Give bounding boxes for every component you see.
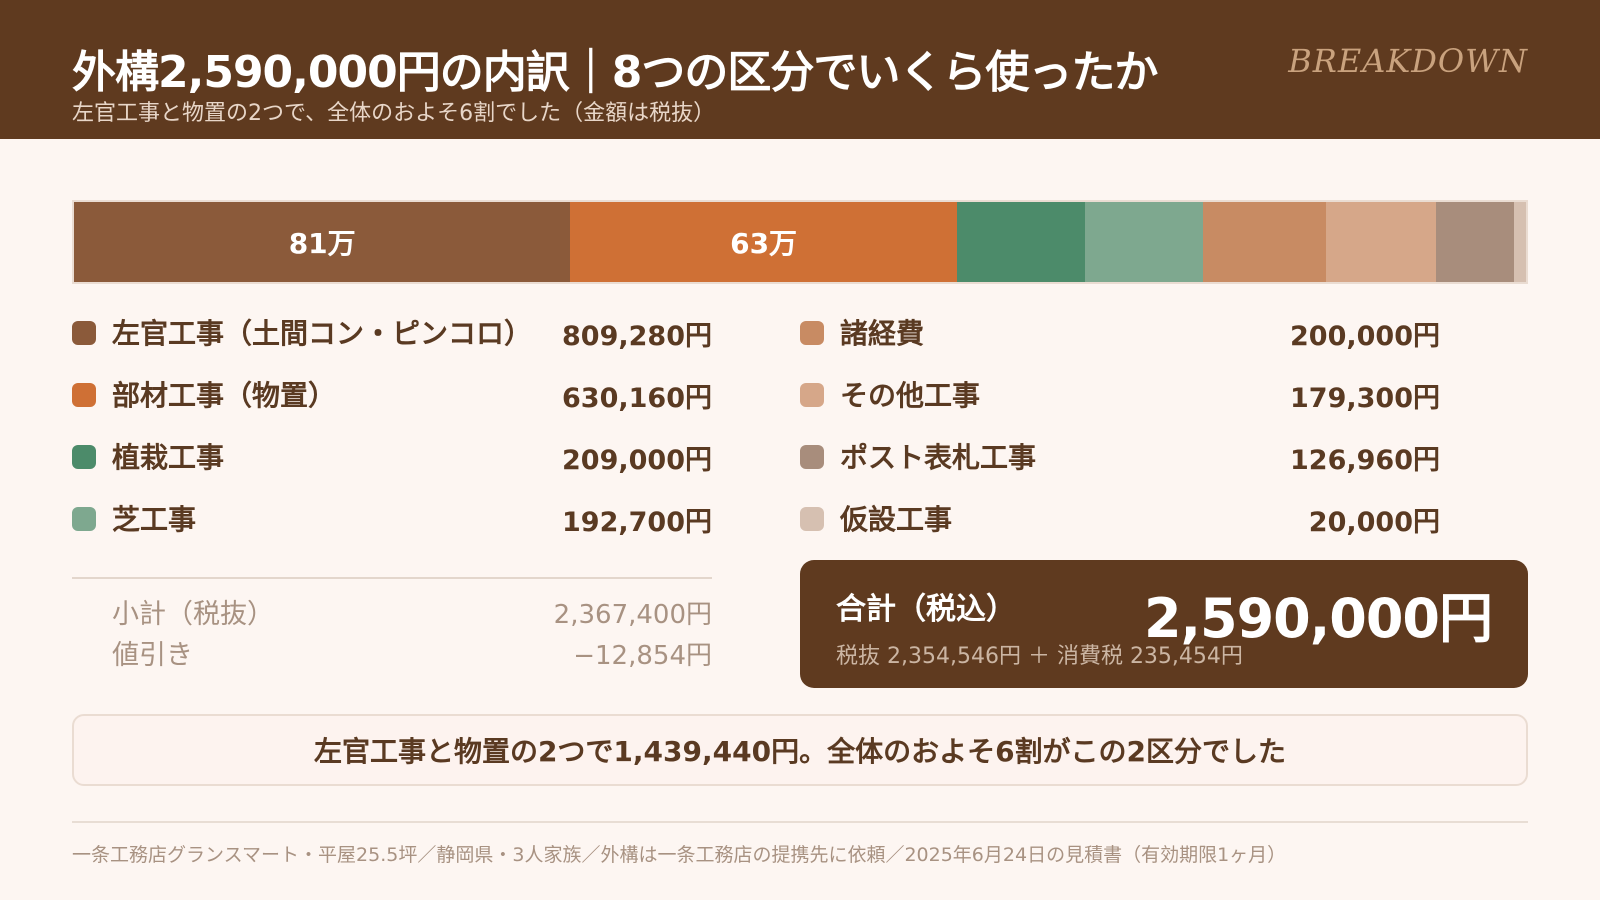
legend-row: 左官工事（土間コン・ピンコロ） 809,280円 (72, 312, 712, 374)
legend-label: 部材工事（物置） (112, 379, 337, 412)
bar-segment-5 (1203, 202, 1326, 282)
footer-divider (72, 821, 1528, 823)
page-subtitle: 左官工事と物置の2つで、全体のおよそ6割でした（金額は税抜） (72, 101, 716, 126)
footer-note: 一条工務店グランスマート・平屋25.5坪／静岡県・3人家族／外構は一条工務店の提… (72, 844, 1287, 866)
total-box: 合計（税込） 2,590,000円 税抜 2,354,546円 ＋ 消費税 23… (800, 560, 1528, 688)
legend-swatch (800, 507, 824, 531)
legend-label: 諸経費 (840, 317, 925, 350)
legend-value: 209,000円 (562, 445, 712, 476)
legend-swatch (72, 445, 96, 469)
bar-segment-4 (1085, 202, 1204, 282)
bar-segment-8 (1513, 202, 1526, 282)
legend-label: 仮設工事 (840, 503, 953, 536)
bar-segment-6 (1325, 202, 1436, 282)
legend-swatch (72, 321, 96, 345)
legend-left-column: 左官工事（土間コン・ピンコロ） 809,280円部材工事（物置） 630,160円植… (72, 312, 712, 560)
legend-swatch (800, 321, 824, 345)
bar-segment-label: 63万 (730, 227, 798, 260)
stacked-bar-chart: 81万 63万 (72, 200, 1528, 284)
bar-segment-3 (956, 202, 1085, 282)
callout-box: 左官工事と物置の2つで1,439,440円。全体のおよそ6割がこの2区分でした (72, 714, 1528, 786)
legend-label: 植栽工事 (112, 441, 225, 474)
bar-segment-label: 81万 (288, 227, 356, 260)
legend-value: 179,300円 (1290, 383, 1440, 414)
legend-row: 芝工事 192,700円 (72, 498, 712, 560)
bar-segment-2: 63万 (570, 202, 957, 282)
discount-label: 値引き (112, 640, 193, 671)
subtotal-label: 小計（税抜） (112, 599, 274, 630)
total-value: 2,590,000円 (1143, 587, 1493, 650)
total-detail: 税抜 2,354,546円 ＋ 消費税 235,454円 (836, 644, 1243, 669)
breakdown-tag: BREAKDOWN (1288, 42, 1528, 80)
header-banner: 外構2,590,000円の内訳｜8つの区分でいくら使ったか 左官工事と物置の2つ… (0, 0, 1600, 139)
discount-value: −12,854円 (573, 641, 712, 671)
legend-value: 809,280円 (562, 321, 712, 352)
legend-row: 植栽工事 209,000円 (72, 436, 712, 498)
legend-label: 左官工事（土間コン・ピンコロ） (112, 317, 533, 350)
legend-swatch (800, 445, 824, 469)
legend-value: 20,000円 (1308, 507, 1440, 538)
callout-text: 左官工事と物置の2つで1,439,440円。全体のおよそ6割がこの2区分でした (313, 735, 1287, 768)
legend-swatch (72, 383, 96, 407)
legend-value: 192,700円 (562, 507, 712, 538)
total-label: 合計（税込） (836, 592, 1016, 627)
legend-value: 126,960円 (1290, 445, 1440, 476)
discount-row: 値引き −12,854円 (72, 633, 712, 673)
subtotal-row: 小計（税抜） 2,367,400円 (72, 592, 712, 632)
legend-row: その他工事 179,300円 (800, 374, 1440, 436)
subtotal-value: 2,367,400円 (553, 600, 712, 630)
legend-row: 部材工事（物置） 630,160円 (72, 374, 712, 436)
legend-row: ポスト表札工事 126,960円 (800, 436, 1440, 498)
subtotal-divider (72, 577, 712, 579)
legend-value: 200,000円 (1290, 321, 1440, 352)
legend-value: 630,160円 (562, 383, 712, 414)
legend-row: 諸経費 200,000円 (800, 312, 1440, 374)
legend-label: 芝工事 (112, 503, 197, 536)
legend-swatch (800, 383, 824, 407)
legend-label: その他工事 (840, 379, 981, 412)
legend-row: 仮設工事 20,000円 (800, 498, 1440, 560)
legend-right-column: 諸経費 200,000円その他工事 179,300円ポスト表札工事 126,960円仮… (800, 312, 1440, 560)
bar-segment-1: 81万 (74, 202, 571, 282)
legend-swatch (72, 507, 96, 531)
page-title: 外構2,590,000円の内訳｜8つの区分でいくら使ったか (72, 47, 1158, 98)
bar-segment-7 (1435, 202, 1514, 282)
legend-label: ポスト表札工事 (840, 441, 1037, 474)
